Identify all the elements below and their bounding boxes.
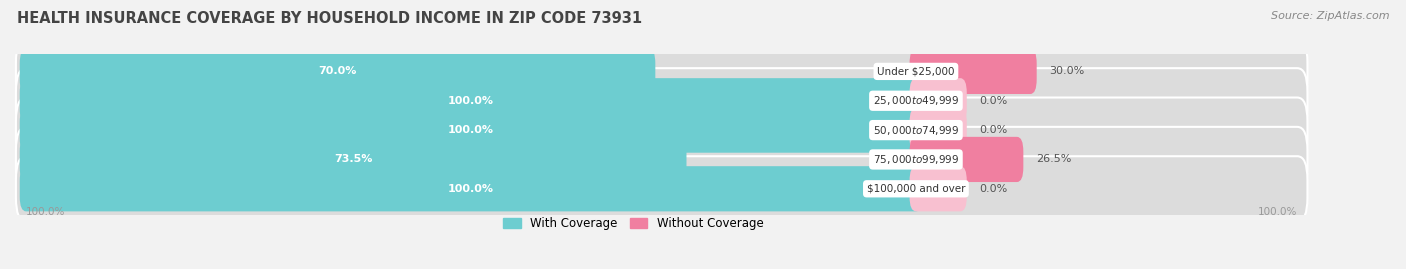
- FancyBboxPatch shape: [15, 156, 1308, 221]
- Text: 0.0%: 0.0%: [980, 184, 1008, 194]
- FancyBboxPatch shape: [15, 98, 1308, 163]
- Text: 0.0%: 0.0%: [980, 125, 1008, 135]
- Text: 30.0%: 30.0%: [1049, 66, 1084, 76]
- Text: 100.0%: 100.0%: [27, 207, 66, 217]
- FancyBboxPatch shape: [20, 166, 922, 211]
- Text: 26.5%: 26.5%: [1036, 154, 1071, 164]
- FancyBboxPatch shape: [20, 49, 655, 94]
- Text: 100.0%: 100.0%: [449, 96, 494, 106]
- FancyBboxPatch shape: [910, 137, 1024, 182]
- FancyBboxPatch shape: [20, 137, 686, 182]
- FancyBboxPatch shape: [15, 39, 1308, 104]
- FancyBboxPatch shape: [20, 108, 922, 153]
- FancyBboxPatch shape: [15, 68, 1308, 133]
- Text: HEALTH INSURANCE COVERAGE BY HOUSEHOLD INCOME IN ZIP CODE 73931: HEALTH INSURANCE COVERAGE BY HOUSEHOLD I…: [17, 11, 643, 26]
- FancyBboxPatch shape: [910, 49, 1036, 94]
- FancyBboxPatch shape: [15, 127, 1308, 192]
- FancyBboxPatch shape: [910, 166, 967, 211]
- FancyBboxPatch shape: [20, 78, 922, 123]
- Text: 100.0%: 100.0%: [1258, 207, 1298, 217]
- Text: Source: ZipAtlas.com: Source: ZipAtlas.com: [1271, 11, 1389, 21]
- Text: $75,000 to $99,999: $75,000 to $99,999: [873, 153, 959, 166]
- Text: 73.5%: 73.5%: [333, 154, 373, 164]
- Text: $100,000 and over: $100,000 and over: [866, 184, 965, 194]
- Text: $25,000 to $49,999: $25,000 to $49,999: [873, 94, 959, 107]
- FancyBboxPatch shape: [910, 78, 967, 123]
- Text: 100.0%: 100.0%: [449, 125, 494, 135]
- Text: 0.0%: 0.0%: [980, 96, 1008, 106]
- Legend: With Coverage, Without Coverage: With Coverage, Without Coverage: [499, 213, 768, 233]
- Text: Under $25,000: Under $25,000: [877, 66, 955, 76]
- Text: $50,000 to $74,999: $50,000 to $74,999: [873, 123, 959, 137]
- Text: 100.0%: 100.0%: [449, 184, 494, 194]
- Text: 70.0%: 70.0%: [318, 66, 357, 76]
- FancyBboxPatch shape: [910, 108, 967, 153]
